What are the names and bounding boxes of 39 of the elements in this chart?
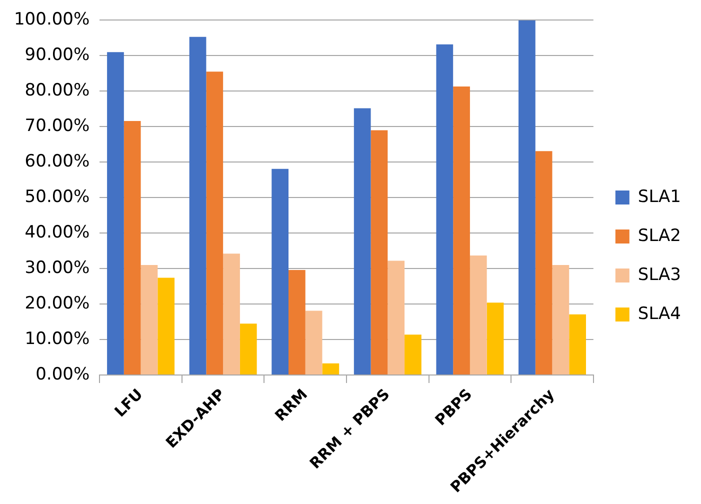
bar — [370, 130, 388, 375]
bar — [535, 151, 552, 375]
y-tick-label: 100.00% — [14, 10, 90, 30]
bar — [305, 310, 322, 375]
y-tick-label: 50.00% — [24, 187, 90, 208]
y-tick-label: 0.00% — [36, 364, 90, 384]
bar — [189, 36, 206, 375]
bar — [240, 324, 257, 375]
legend-label: SLA4 — [638, 304, 682, 324]
y-tick-label: 70.00% — [24, 116, 90, 136]
y-tick-label: 60.00% — [24, 152, 90, 172]
legend-label: SLA1 — [638, 186, 682, 207]
bar — [436, 44, 454, 375]
legend-label: SLA3 — [638, 264, 682, 285]
bar — [124, 120, 141, 375]
bar — [140, 265, 158, 375]
bar — [206, 72, 224, 375]
bar — [288, 270, 306, 375]
y-tick-label: 20.00% — [24, 293, 90, 314]
bar — [354, 108, 371, 375]
legend-label: SLA2 — [638, 226, 682, 246]
bar — [453, 86, 470, 375]
bar — [388, 260, 405, 375]
bar — [404, 334, 422, 375]
bar — [486, 302, 504, 375]
bar — [518, 20, 536, 375]
bar — [107, 52, 124, 375]
bar — [470, 255, 487, 375]
bar — [158, 278, 175, 375]
y-tick-label: 40.00% — [24, 222, 90, 243]
bar — [223, 254, 240, 375]
bar — [322, 363, 340, 375]
bar — [552, 265, 570, 375]
bar — [272, 168, 288, 375]
y-tick-label: 10.00% — [24, 328, 90, 349]
bar — [569, 314, 586, 375]
y-tick-label: 90.00% — [24, 45, 90, 66]
y-tick-label: 30.00% — [24, 258, 90, 278]
y-tick-label: 80.00% — [24, 80, 90, 101]
